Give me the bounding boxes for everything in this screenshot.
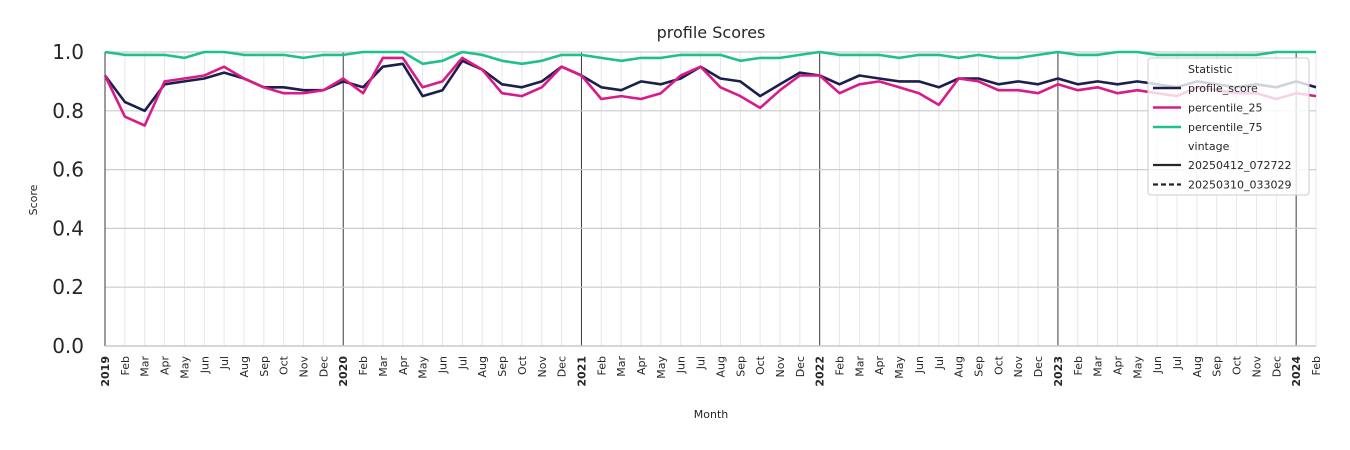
y-tick-labels: 0.0 0.2 0.4 0.6 0.8 1.0 (52, 40, 84, 358)
x-tick-month-label: Sep (734, 356, 747, 377)
x-tick-month-label: May (417, 356, 430, 379)
x-tick-month-label: May (1131, 356, 1144, 379)
x-tick-labels: 2019 Feb Mar Apr May Jun Jul Aug Sep Oct Nov Dec 202… (99, 355, 1323, 386)
y-tick-label: 0.0 (52, 334, 84, 358)
x-tick-year-label: 2022 (814, 356, 827, 387)
x-tick-month-label: Jul (695, 356, 708, 370)
x-tick-month-label: Dec (317, 356, 330, 377)
y-tick-label: 0.8 (52, 99, 84, 123)
series-line-percentile-75 (104, 50, 1316, 66)
x-tick-month-label: Oct (754, 355, 767, 375)
chart-title: profile Scores (657, 23, 766, 42)
x-tick-month-label: Apr (873, 356, 886, 376)
series-line-profile-score (103, 59, 1317, 113)
x-tick-month-label: Sep (258, 356, 271, 377)
x-tick-month-label: Apr (1111, 356, 1124, 376)
legend-vintage-entries: 20250412_072722 20250310_033029 (1153, 159, 1291, 192)
x-tick-month-label: Mar (615, 356, 628, 377)
legend-label: profile_score (1188, 82, 1258, 95)
x-tick-month-label: Aug (476, 356, 489, 377)
y-tick-label: 0.4 (52, 216, 84, 240)
x-tick-month-label: Mar (853, 356, 866, 377)
x-tick-month-label: Jun (913, 356, 926, 374)
y-axis-label: Score (27, 184, 40, 215)
x-tick-month-label: Feb (834, 356, 847, 375)
x-tick-year-label: 2020 (337, 356, 350, 387)
x-tick-year-label: 2021 (575, 356, 588, 387)
legend-label: percentile_75 (1188, 121, 1263, 134)
x-tick-month-label: Jun (675, 356, 688, 374)
x-tick-month-label: Sep (973, 356, 986, 377)
x-tick-month-label: Feb (595, 356, 608, 375)
series-layer (103, 50, 1317, 127)
x-tick-month-label: Jul (456, 356, 469, 370)
grid-layer (104, 51, 1317, 347)
legend-label: 20250310_033029 (1188, 179, 1291, 192)
legend-label: 20250412_072722 (1188, 159, 1291, 172)
x-axis-label: Month (694, 408, 729, 421)
x-tick-month-label: Aug (238, 356, 251, 377)
x-tick-month-label: Dec (794, 356, 807, 377)
x-tick-month-label: Jul (218, 356, 231, 370)
x-tick-month-label: Dec (1032, 356, 1045, 377)
x-tick-month-label: May (893, 356, 906, 379)
x-tick-month-label: Jul (933, 356, 946, 370)
x-tick-month-label: May (178, 356, 191, 379)
x-tick-month-label: Dec (556, 356, 569, 377)
legend: Statistic profile_score percentile_25perc… (1147, 57, 1310, 196)
legend-statistic-title: Statistic (1188, 63, 1233, 76)
x-tick-month-label: Apr (397, 356, 410, 376)
x-tick-month-label: Feb (357, 356, 370, 375)
x-tick-month-label: Mar (139, 356, 152, 377)
x-tick-month-label: Jul (1171, 356, 1184, 370)
x-tick-month-label: Mar (377, 356, 390, 377)
series-line-percentile-25 (103, 56, 1317, 127)
x-tick-month-label: Nov (298, 356, 311, 378)
x-tick-month-label: Nov (774, 356, 787, 378)
x-tick-month-label: Mar (1092, 356, 1105, 377)
legend-series-entries: profile_score percentile_25 percentile_75 (1153, 82, 1263, 134)
x-tick-month-label: Jun (436, 356, 449, 374)
x-tick-month-label: Sep (1211, 356, 1224, 377)
x-tick-month-label: Feb (119, 356, 132, 375)
y-tick-label: 1.0 (52, 40, 84, 64)
x-tick-month-label: Oct (278, 355, 291, 375)
y-tick-label: 0.6 (52, 158, 84, 182)
x-tick-month-label: Apr (635, 356, 648, 376)
x-tick-month-label: Jun (1151, 356, 1164, 374)
x-tick-month-label: Aug (953, 356, 966, 377)
legend-label: percentile_25 (1188, 102, 1263, 115)
x-tick-month-label: Sep (496, 356, 509, 377)
x-tick-year-label: 2019 (99, 356, 112, 387)
x-tick-month-label: Aug (1191, 356, 1204, 377)
x-tick-year-label: 2023 (1052, 356, 1065, 387)
x-tick-month-label: Nov (1012, 356, 1025, 378)
x-tick-month-label: Oct (1231, 355, 1244, 375)
x-tick-month-label: Dec (1270, 356, 1283, 377)
x-tick-month-label: Nov (536, 356, 549, 378)
x-tick-year-label: 2024 (1290, 356, 1303, 387)
legend-vintage-title: vintage (1188, 140, 1230, 153)
x-tick-month-label: May (655, 356, 668, 379)
x-tick-month-label: Oct (516, 355, 529, 375)
legend-box (1147, 57, 1310, 196)
x-tick-month-label: Feb (1310, 356, 1323, 375)
x-tick-month-label: Apr (159, 356, 172, 376)
x-tick-month-label: Nov (1250, 356, 1263, 378)
x-tick-month-label: Feb (1072, 356, 1085, 375)
x-tick-month-label: Oct (992, 355, 1005, 375)
y-tick-label: 0.2 (52, 275, 84, 299)
x-tick-month-label: Jun (198, 356, 211, 374)
x-tick-month-label: Aug (714, 356, 727, 377)
